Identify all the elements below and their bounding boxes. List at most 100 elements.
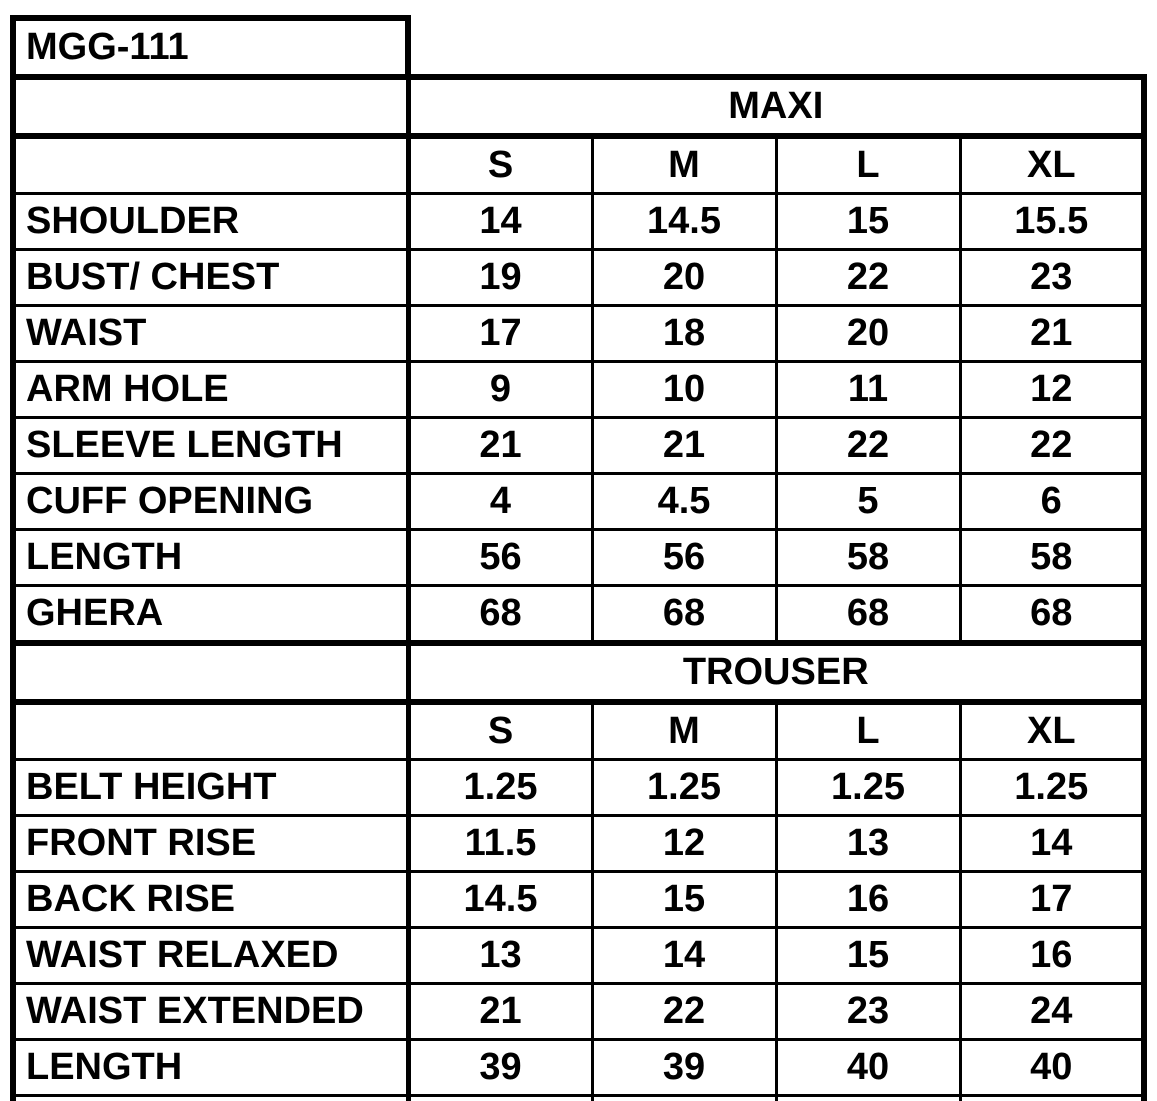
size-value-cell: 8 xyxy=(774,1094,962,1101)
table-row-front-rise: FRONT RISE 11.5 12 13 14 xyxy=(10,814,1147,873)
size-value-cell: 68 xyxy=(406,584,594,645)
size-value-cell: 14.5 xyxy=(406,870,594,929)
row-label: LENGTH xyxy=(10,1038,411,1097)
size-value-cell: 1.25 xyxy=(406,758,594,817)
size-value-cell: 56 xyxy=(590,528,778,587)
row-label: CUFF OPENING xyxy=(10,472,411,531)
size-column-header-l: L xyxy=(774,134,962,195)
empty-label-cell xyxy=(10,134,411,195)
size-value-cell: 9 xyxy=(406,360,594,419)
size-value-cell: 68 xyxy=(958,584,1147,645)
product-code-row: MGG-111 xyxy=(10,15,1144,80)
row-label: WAIST RELAXED xyxy=(10,926,411,985)
size-value-cell: 23 xyxy=(774,982,962,1041)
size-value-cell: 11 xyxy=(774,360,962,419)
size-value-cell: 7 xyxy=(406,1094,594,1101)
size-column-header-m: M xyxy=(590,134,778,195)
table-row-ghera: GHERA 68 68 68 68 xyxy=(10,584,1147,645)
size-value-cell: 15.5 xyxy=(958,192,1147,251)
size-value-cell: 1.25 xyxy=(958,758,1147,817)
size-value-cell: 23 xyxy=(958,248,1147,307)
size-value-cell: 40 xyxy=(774,1038,962,1097)
size-value-cell: 20 xyxy=(590,248,778,307)
size-value-cell: 14.5 xyxy=(590,192,778,251)
size-value-cell: 68 xyxy=(590,584,778,645)
size-value-cell: 12 xyxy=(958,360,1147,419)
table-row-belt-height: BELT HEIGHT 1.25 1.25 1.25 1.25 xyxy=(10,758,1147,817)
size-value-cell: 56 xyxy=(406,528,594,587)
size-column-header-xl: XL xyxy=(958,134,1147,195)
size-column-header-s: S xyxy=(406,700,594,761)
size-column-header-s: S xyxy=(406,134,594,195)
row-label: WAIST xyxy=(10,304,411,363)
size-value-cell: 20 xyxy=(774,304,962,363)
table-row-bust-chest: BUST/ CHEST 19 20 22 23 xyxy=(10,248,1147,307)
size-value-cell: 21 xyxy=(590,416,778,475)
row-label: WAIST EXTENDED xyxy=(10,982,411,1041)
table-row-waist: WAIST 17 18 20 21 xyxy=(10,304,1147,363)
size-value-cell: 1.25 xyxy=(774,758,962,817)
size-value-cell: 6 xyxy=(958,472,1147,531)
row-label: BACK RISE xyxy=(10,870,411,929)
row-label: BELT HEIGHT xyxy=(10,758,411,817)
size-value-cell: 39 xyxy=(590,1038,778,1097)
table-row-waist-relaxed: WAIST RELAXED 13 14 15 16 xyxy=(10,926,1147,985)
size-value-cell: 5 xyxy=(774,472,962,531)
size-value-cell: 13 xyxy=(406,926,594,985)
maxi-size-header-row: S M L XL xyxy=(10,134,1147,195)
table-row-cuff-opening: CUFF OPENING 4 4.5 5 6 xyxy=(10,472,1147,531)
empty-label-cell xyxy=(10,74,411,139)
table-row-length-trouser: LENGTH 39 39 40 40 xyxy=(10,1038,1147,1097)
row-label: GHERA xyxy=(10,584,411,645)
size-value-cell: 4 xyxy=(406,472,594,531)
section-header-trouser: TROUSER xyxy=(406,640,1147,705)
size-value-cell: 16 xyxy=(774,870,962,929)
size-value-cell: 18 xyxy=(590,304,778,363)
size-value-cell: 58 xyxy=(774,528,962,587)
size-value-cell: 16 xyxy=(958,926,1147,985)
size-value-cell: 7.5 xyxy=(590,1094,778,1101)
table-row-bottom: BOTTOM 7 7.5 8 8.5 xyxy=(10,1094,1147,1101)
size-value-cell: 15 xyxy=(774,926,962,985)
size-value-cell: 21 xyxy=(406,982,594,1041)
size-value-cell: 1.25 xyxy=(590,758,778,817)
empty-space xyxy=(408,18,1144,77)
size-value-cell: 15 xyxy=(590,870,778,929)
trouser-size-header-row: S M L XL xyxy=(10,700,1147,761)
size-column-header-l: L xyxy=(774,700,962,761)
table-row-back-rise: BACK RISE 14.5 15 16 17 xyxy=(10,870,1147,929)
table-row-arm-hole: ARM HOLE 9 10 11 12 xyxy=(10,360,1147,419)
size-value-cell: 11.5 xyxy=(406,814,594,873)
size-value-cell: 17 xyxy=(406,304,594,363)
size-value-cell: 12 xyxy=(590,814,778,873)
size-value-cell: 68 xyxy=(774,584,962,645)
size-value-cell: 10 xyxy=(590,360,778,419)
row-label: LENGTH xyxy=(10,528,411,587)
row-label: SLEEVE LENGTH xyxy=(10,416,411,475)
size-value-cell: 8.5 xyxy=(958,1094,1147,1101)
table-row-length-maxi: LENGTH 56 56 58 58 xyxy=(10,528,1147,587)
trouser-section-header-row: TROUSER xyxy=(10,640,1147,705)
size-value-cell: 22 xyxy=(774,416,962,475)
size-chart-table: MGG-111 MAXI S M L XL SHOULDER 14 14.5 1… xyxy=(10,15,1147,1101)
table-row-waist-extended: WAIST EXTENDED 21 22 23 24 xyxy=(10,982,1147,1041)
section-header-maxi: MAXI xyxy=(406,74,1147,139)
empty-label-cell xyxy=(10,640,411,705)
size-value-cell: 22 xyxy=(774,248,962,307)
size-value-cell: 22 xyxy=(590,982,778,1041)
row-label: ARM HOLE xyxy=(10,360,411,419)
maxi-section-header-row: MAXI xyxy=(10,74,1147,139)
table-row-shoulder: SHOULDER 14 14.5 15 15.5 xyxy=(10,192,1147,251)
size-column-header-xl: XL xyxy=(958,700,1147,761)
row-label: FRONT RISE xyxy=(10,814,411,873)
size-value-cell: 14 xyxy=(406,192,594,251)
row-label: BOTTOM xyxy=(10,1094,411,1101)
table-row-sleeve-length: SLEEVE LENGTH 21 21 22 22 xyxy=(10,416,1147,475)
size-value-cell: 22 xyxy=(958,416,1147,475)
size-column-header-m: M xyxy=(590,700,778,761)
size-value-cell: 14 xyxy=(590,926,778,985)
size-value-cell: 15 xyxy=(774,192,962,251)
size-value-cell: 39 xyxy=(406,1038,594,1097)
row-label: SHOULDER xyxy=(10,192,411,251)
